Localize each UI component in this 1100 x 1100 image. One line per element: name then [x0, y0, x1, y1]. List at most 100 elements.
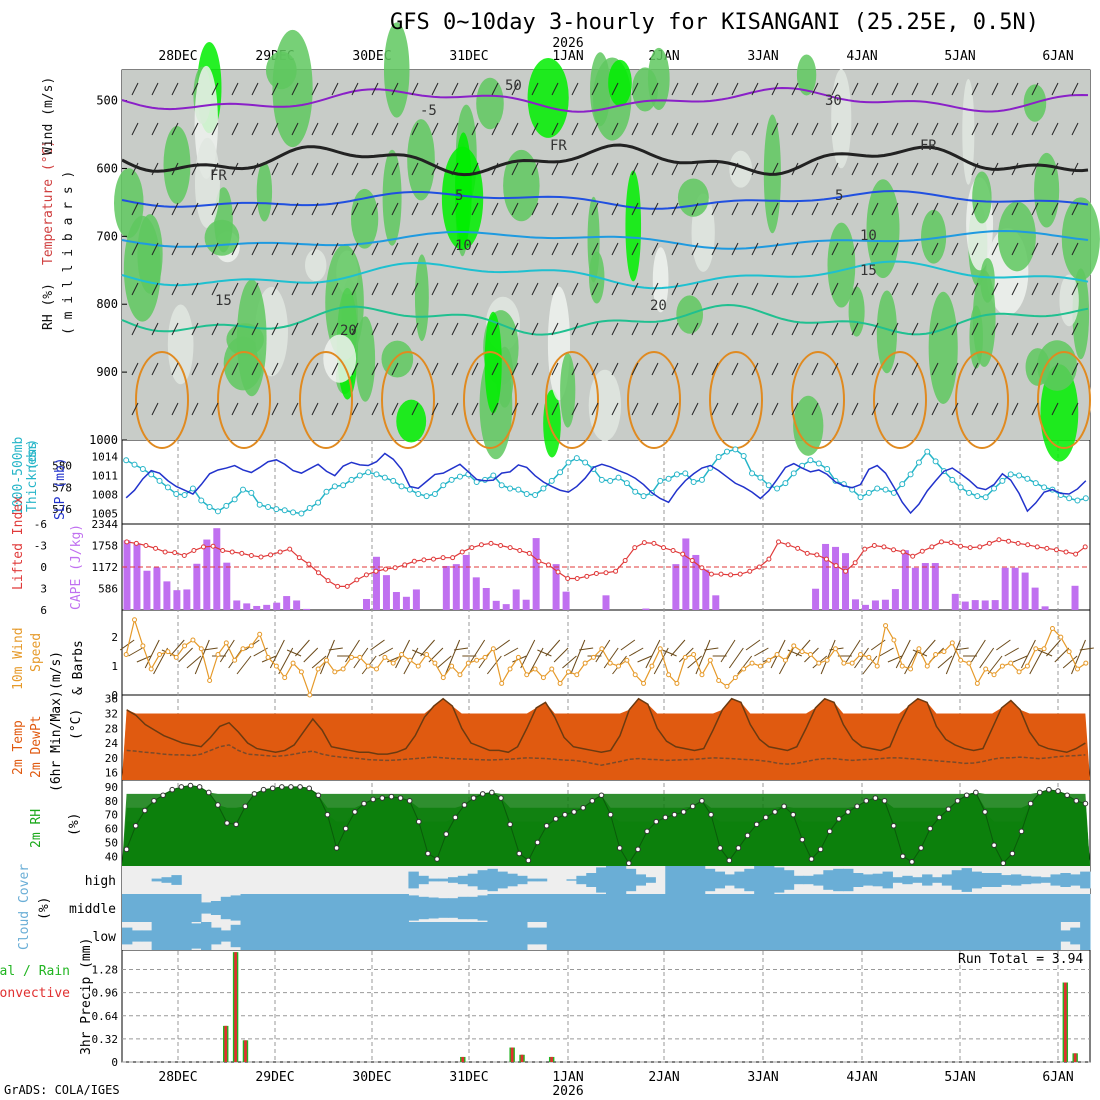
cape-bar	[1041, 606, 1049, 610]
wind-barb	[451, 162, 459, 176]
wind10-barb	[319, 639, 335, 675]
wind-barb	[431, 322, 439, 336]
thickness-series-point	[431, 490, 438, 497]
thickness-series-point	[715, 454, 722, 461]
cloud-cell-low	[931, 922, 943, 950]
thickness-series-point	[657, 477, 664, 484]
rh2m-point	[205, 789, 212, 796]
wind-barb	[351, 82, 359, 96]
temp-label-4: (°C)	[69, 709, 84, 740]
cloud-cell-low	[141, 930, 153, 942]
cloud-cell-low	[388, 922, 400, 950]
li-point	[708, 571, 714, 577]
cloud-cell-middle	[823, 894, 834, 922]
wind10-point	[1049, 625, 1055, 631]
rh-blob	[998, 201, 1036, 272]
wind-barb	[931, 82, 939, 96]
wind-barb	[291, 82, 299, 96]
thickness-series-point	[523, 490, 530, 497]
wind-barb	[911, 282, 919, 296]
wind10-point	[265, 654, 271, 660]
wind-barb	[491, 242, 499, 256]
cloud-cell-high	[813, 874, 824, 886]
wind10-barb	[870, 639, 886, 651]
rh-blob	[652, 247, 669, 313]
cloud-cell-high	[1070, 874, 1081, 886]
cloud-cell-middle	[1030, 894, 1042, 922]
wind-barb	[251, 402, 259, 416]
wind-barb	[591, 82, 599, 96]
wind10-point	[933, 652, 939, 657]
wind-barb	[151, 362, 159, 376]
wind10-barb	[845, 639, 861, 663]
cape-bar	[642, 608, 650, 610]
cloud-cell-low	[902, 922, 913, 950]
wind-barb	[751, 402, 759, 416]
wind10-barb	[904, 647, 920, 675]
cloud-cell-middle	[349, 894, 360, 922]
top-date-label: 3JAN	[747, 49, 778, 64]
wind-barb	[131, 82, 139, 96]
li-point	[852, 560, 858, 566]
cape-bar	[303, 608, 311, 610]
wind10-point	[215, 652, 221, 657]
cloud-cell-low	[843, 922, 854, 950]
wind-barb	[211, 402, 219, 416]
cloud-cell-middle	[1010, 894, 1022, 922]
cape-bar	[372, 556, 380, 610]
cloud-cell-middle	[793, 894, 805, 922]
wind-barb	[691, 322, 699, 336]
thickness-series-point	[189, 485, 196, 492]
wind-barb	[551, 282, 559, 296]
rh-blob	[204, 219, 240, 256]
cloud-cell-middle	[724, 894, 735, 922]
rh2m-point	[452, 814, 459, 821]
wind10-barb	[653, 647, 669, 675]
li-point	[430, 556, 436, 562]
wind-barb	[511, 122, 519, 136]
cloud-cell-low	[1020, 922, 1032, 950]
li-point	[200, 544, 206, 550]
cloud-cell-high	[1040, 877, 1051, 883]
cloud-cell-high	[586, 873, 597, 887]
cloud-cell-middle	[971, 894, 982, 922]
wind10-point	[132, 617, 138, 623]
wind-barb	[891, 322, 899, 336]
wind-barb	[951, 402, 959, 416]
cape-bar	[472, 577, 480, 610]
wind-barb	[391, 122, 399, 136]
wind10-barb	[687, 655, 702, 669]
wind-barb	[571, 242, 579, 256]
temp-tick: 28	[105, 722, 118, 735]
wind10-point	[282, 675, 288, 681]
wind-barb	[711, 122, 719, 136]
wind10-point	[624, 657, 630, 663]
cloud-row-label: middle	[69, 902, 116, 917]
wind-barb	[751, 282, 759, 296]
wind-barb	[851, 282, 859, 296]
wind-barb	[1031, 362, 1039, 376]
wind-barb	[891, 162, 899, 176]
wind-barb	[1011, 202, 1019, 216]
li-point	[938, 539, 944, 545]
wind-barb	[771, 282, 779, 296]
thickness-series-point	[323, 488, 330, 495]
thickness-series-point	[448, 476, 455, 483]
rh2m-point	[370, 796, 376, 803]
cloud-cell-middle	[872, 894, 884, 922]
precip-tick: 0.32	[92, 1033, 119, 1046]
cloud-cell-low	[497, 922, 508, 950]
temp-label-3: (6hr Min/Max)	[49, 690, 64, 792]
wind10-point	[799, 649, 805, 655]
cloud-cell-high	[833, 868, 844, 892]
cloud-cell-middle	[418, 896, 429, 920]
thickness-series-point	[306, 505, 313, 512]
wind10-tick: 2	[111, 631, 118, 644]
wind10-tick: 0	[111, 689, 118, 702]
wind10-barb	[194, 639, 210, 675]
wind10-barb	[278, 647, 294, 675]
rh2m-point	[936, 814, 943, 821]
cape-bar	[822, 543, 830, 610]
top-date-label: 6JAN	[1042, 49, 1073, 64]
wind-barb	[171, 162, 179, 176]
